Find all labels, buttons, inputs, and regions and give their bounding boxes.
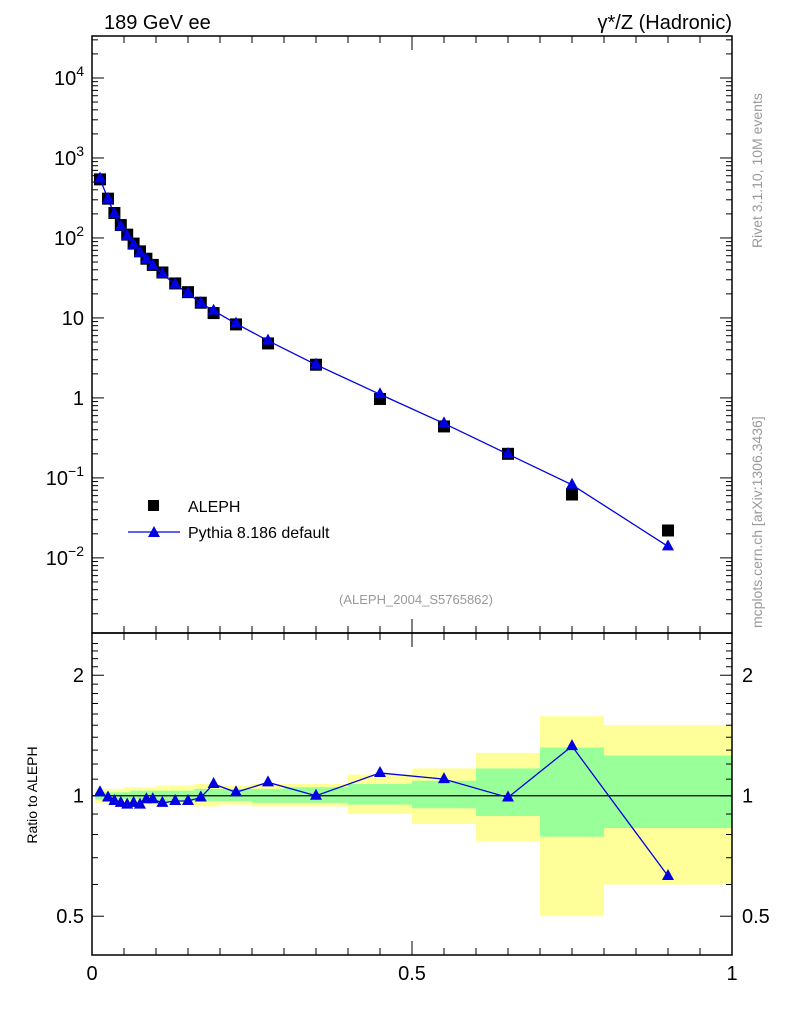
ratio-point — [169, 794, 182, 806]
title-right: γ*/Z (Hadronic) — [598, 12, 732, 34]
pythia-point — [146, 258, 159, 270]
legend-marker-aleph — [148, 500, 159, 511]
ratio-point — [310, 788, 322, 800]
y-tick-label: 104 — [54, 63, 84, 90]
ratio-ylabel: Ratio to ALEPH — [24, 746, 40, 843]
pythia-point — [194, 296, 207, 308]
pythia-point — [140, 252, 153, 264]
mcplots-label: mcplots.cern.ch [arXiv:1306.3436] — [749, 416, 765, 628]
ratio-point — [230, 785, 242, 797]
ratio-point — [94, 785, 106, 797]
pythia-point — [94, 171, 106, 183]
legend-marker-pythia — [148, 526, 160, 537]
pythia-point — [121, 229, 134, 241]
pythia-point — [102, 191, 114, 203]
ratio-y-tick-label: 0.5 — [56, 906, 84, 928]
ratio-y-tick-label-right: 1 — [742, 786, 753, 808]
ratio-point — [374, 765, 386, 777]
pythia-point — [182, 286, 194, 298]
ratio-point — [102, 790, 114, 802]
main-plot-frame — [91, 35, 733, 634]
pythia-point — [662, 539, 674, 551]
aleph-data-point — [662, 524, 674, 537]
pythia-point — [374, 387, 386, 399]
y-tick-label: 10 — [62, 308, 84, 330]
pythia-point — [310, 357, 322, 369]
ratio-point — [194, 790, 207, 802]
pythia-point — [156, 266, 169, 278]
y-tick-label: 1 — [73, 388, 84, 410]
green-uncertainty-band — [412, 780, 476, 809]
analysis-label: (ALEPH_2004_S5765862) — [339, 592, 493, 607]
pythia-point — [134, 245, 146, 257]
green-uncertainty-band — [136, 790, 144, 800]
ratio-point — [134, 797, 146, 809]
ratio-y-tick-label-right: 0.5 — [742, 906, 770, 928]
y-tick-label: 10−2 — [46, 543, 84, 570]
x-tick-label: 0.5 — [398, 963, 426, 985]
legend-label-aleph: ALEPH — [188, 499, 240, 516]
ratio-point — [262, 775, 274, 787]
pythia-point — [108, 207, 121, 219]
green-uncertainty-band — [130, 790, 137, 800]
y-tick-label: 103 — [54, 143, 84, 170]
pythia-point — [438, 416, 450, 428]
pythia-point — [566, 477, 578, 489]
ratio-y-tick-label: 2 — [73, 665, 84, 687]
ratio-point — [438, 772, 450, 784]
aleph-data-point — [566, 488, 578, 501]
y-tick-label: 102 — [54, 223, 84, 250]
ratio-y-tick-label-right: 2 — [742, 665, 753, 687]
ratio-point — [207, 776, 220, 788]
pythia-point — [230, 316, 242, 328]
pythia-point — [127, 237, 140, 249]
rivet-label: Rivet 3.1.10, 10M events — [749, 93, 765, 248]
green-uncertainty-band — [604, 755, 732, 829]
green-uncertainty-band — [540, 747, 604, 837]
ratio-point — [662, 869, 674, 881]
legend: ALEPH Pythia 8.186 default — [128, 499, 330, 542]
pythia-point — [114, 219, 127, 231]
ratio-point — [566, 739, 578, 751]
green-uncertainty-band — [348, 783, 412, 805]
x-tick-label: 0 — [86, 963, 97, 985]
title-left: 189 GeV ee — [104, 12, 211, 34]
y-tick-label: 10−1 — [46, 463, 84, 490]
pythia-point — [502, 447, 514, 459]
pythia-point — [169, 277, 182, 289]
x-tick-label: 1 — [726, 963, 737, 985]
pythia-point — [262, 333, 274, 345]
ratio-point — [146, 792, 159, 804]
pythia-line — [99, 178, 669, 547]
ratio-point — [502, 790, 514, 802]
ratio-y-tick-label: 1 — [73, 786, 84, 808]
ratio-point — [182, 794, 194, 806]
legend-label-pythia: Pythia 8.186 default — [188, 525, 330, 542]
green-uncertainty-band — [207, 788, 220, 802]
ratio-point — [156, 795, 169, 807]
pythia-point — [207, 303, 220, 315]
